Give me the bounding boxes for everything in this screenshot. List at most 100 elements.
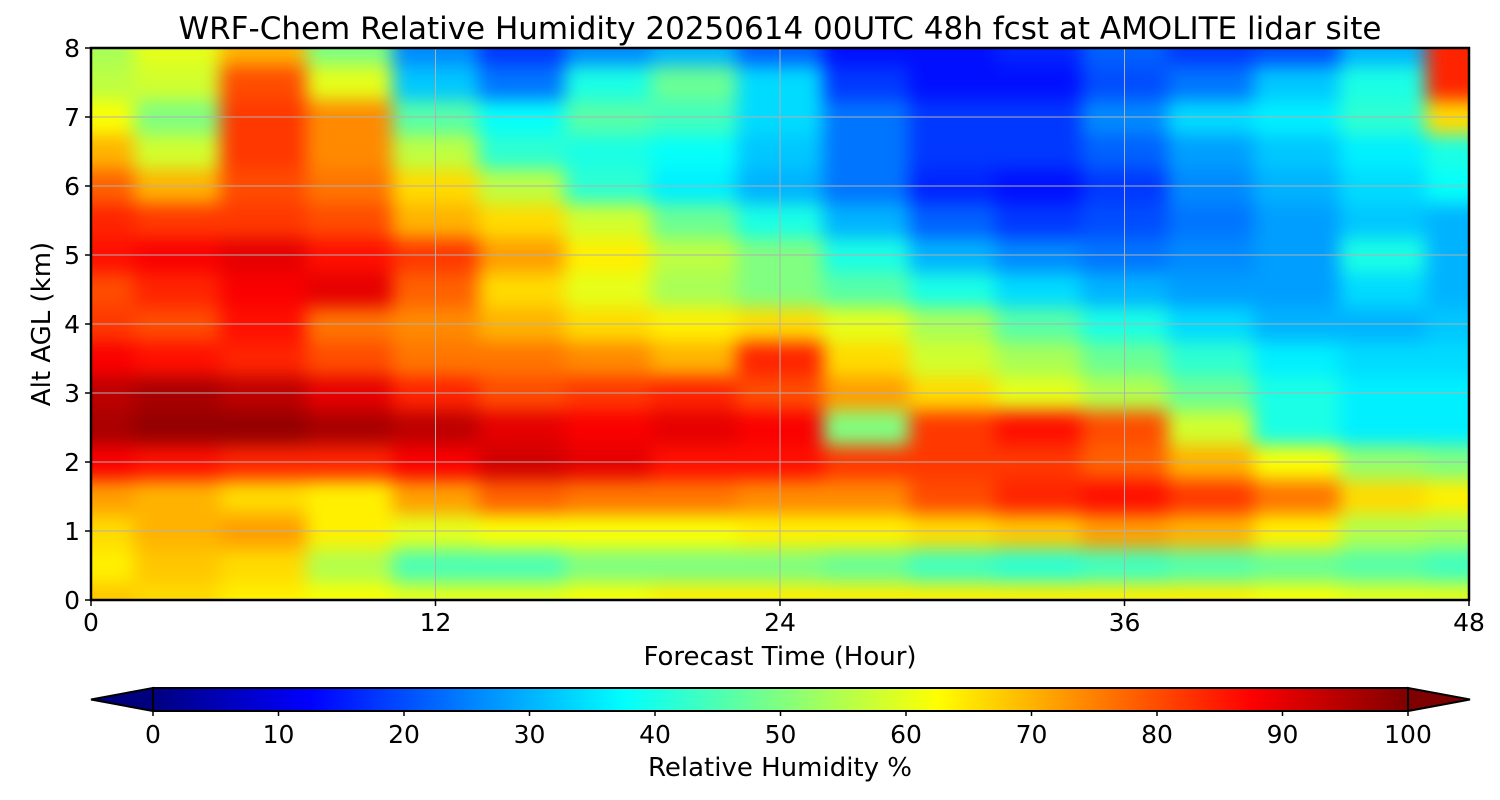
- heatmap-cell: [1425, 410, 1469, 446]
- heatmap-cell: [1253, 582, 1341, 600]
- heatmap-cell: [564, 203, 652, 239]
- heatmap-cell: [650, 548, 738, 584]
- heatmap-cell: [91, 65, 135, 101]
- y-tick-label: 5: [64, 241, 80, 270]
- x-tick-label: 12: [420, 608, 452, 637]
- heatmap-cell: [650, 65, 738, 101]
- heatmap-cell: [909, 65, 996, 101]
- heatmap-cell: [134, 134, 221, 170]
- heatmap-cell: [306, 410, 393, 446]
- heatmap-cell: [91, 479, 135, 515]
- colorbar-tick-label: 40: [639, 720, 671, 749]
- heatmap-cell: [306, 272, 393, 308]
- plot-area: [89, 46, 1471, 602]
- colorbar-gradient: [153, 688, 1408, 711]
- heatmap-cell: [650, 134, 738, 170]
- heatmap-cell: [1167, 410, 1255, 446]
- y-tick-label: 8: [64, 34, 80, 63]
- heatmap-cell: [1339, 548, 1427, 584]
- heatmap-cell: [650, 272, 738, 308]
- heatmap-cell: [1425, 65, 1469, 101]
- heatmap-cell: [1167, 582, 1255, 600]
- colorbar-tick-label: 50: [765, 720, 797, 749]
- heatmap-cell: [306, 65, 393, 101]
- colorbar-tick-label: 60: [890, 720, 922, 749]
- heatmap-cell: [1253, 410, 1341, 446]
- heatmap-cell: [823, 272, 910, 308]
- heatmap-cell: [1339, 48, 1427, 66]
- heatmap-cell: [909, 134, 996, 170]
- heatmap-cell: [909, 341, 996, 377]
- heatmap-cell: [220, 134, 307, 170]
- heatmap-cell: [564, 479, 652, 515]
- heatmap-cell: [1425, 341, 1469, 377]
- colorbar-tick-label: 20: [388, 720, 420, 749]
- heatmap-cell: [306, 48, 393, 66]
- heatmap-cell: [220, 548, 307, 584]
- heatmap-cell: [995, 410, 1082, 446]
- heatmap-cell: [91, 410, 135, 446]
- colorbar-tick-label: 100: [1384, 720, 1432, 749]
- heatmap-cell: [220, 203, 307, 239]
- heatmap-cell: [306, 134, 393, 170]
- heatmap-cell: [823, 548, 910, 584]
- heatmap-cell: [1339, 272, 1427, 308]
- heatmap-cell: [1339, 341, 1427, 377]
- heatmap-cell: [1167, 203, 1255, 239]
- heatmap-cell: [909, 548, 996, 584]
- heatmap-cell: [91, 582, 135, 600]
- heatmap-cell: [91, 203, 135, 239]
- heatmap-cell: [995, 203, 1082, 239]
- heatmap-cell: [1425, 582, 1469, 600]
- heatmap-cell: [478, 48, 566, 66]
- heatmap-cell: [909, 48, 996, 66]
- heatmap-cell: [564, 48, 652, 66]
- heatmap-cell: [306, 548, 393, 584]
- heatmap-cell: [134, 548, 221, 584]
- heatmap-cell: [650, 410, 738, 446]
- heatmap-cell: [564, 548, 652, 584]
- heatmap-cell: [220, 410, 307, 446]
- heatmap-cell: [134, 341, 221, 377]
- heatmap-cell: [823, 479, 910, 515]
- heatmap-cell: [823, 582, 910, 600]
- x-tick-label: 0: [83, 608, 99, 637]
- heatmap-cell: [1167, 341, 1255, 377]
- y-tick-label: 3: [64, 379, 80, 408]
- heatmap-cell: [1253, 341, 1341, 377]
- y-axis-ticks: 0 1 2 3 4 5 6 7 8: [64, 34, 91, 615]
- heatmap-cell: [134, 203, 221, 239]
- heatmap-cell: [909, 272, 996, 308]
- heatmap-cell: [823, 65, 910, 101]
- heatmap-cell: [823, 203, 910, 239]
- heatmap-cell: [1425, 479, 1469, 515]
- x-tick-label: 48: [1453, 608, 1485, 637]
- heatmap-cell: [1339, 134, 1427, 170]
- heatmap-cell: [478, 134, 566, 170]
- heatmap-cell: [134, 65, 221, 101]
- heatmap-cell: [1167, 272, 1255, 308]
- colorbar-tick-label: 0: [145, 720, 161, 749]
- heatmap-cell: [1167, 134, 1255, 170]
- heatmap-cell: [1253, 548, 1341, 584]
- heatmap-cell: [995, 48, 1082, 66]
- heatmap-cell: [306, 341, 393, 377]
- x-tick-label: 36: [1109, 608, 1141, 637]
- heatmap-cell: [134, 48, 221, 66]
- heatmap-cell: [1253, 203, 1341, 239]
- heatmap-cell: [1167, 479, 1255, 515]
- y-tick-label: 4: [64, 310, 80, 339]
- chart-title: WRF-Chem Relative Humidity 20250614 00UT…: [178, 11, 1381, 47]
- heatmap-cell: [995, 272, 1082, 308]
- heatmap-cell: [478, 410, 566, 446]
- colorbar-tick-label: 10: [263, 720, 295, 749]
- heatmap-cell: [909, 203, 996, 239]
- heatmap-cell: [564, 134, 652, 170]
- heatmap-cell: [134, 479, 221, 515]
- heatmap-cell: [650, 582, 738, 600]
- heatmap-cell: [91, 272, 135, 308]
- heatmap-cell: [1425, 272, 1469, 308]
- heatmap-cell: [1167, 548, 1255, 584]
- colorbar-label: Relative Humidity %: [648, 753, 912, 783]
- heatmap-cell: [995, 548, 1082, 584]
